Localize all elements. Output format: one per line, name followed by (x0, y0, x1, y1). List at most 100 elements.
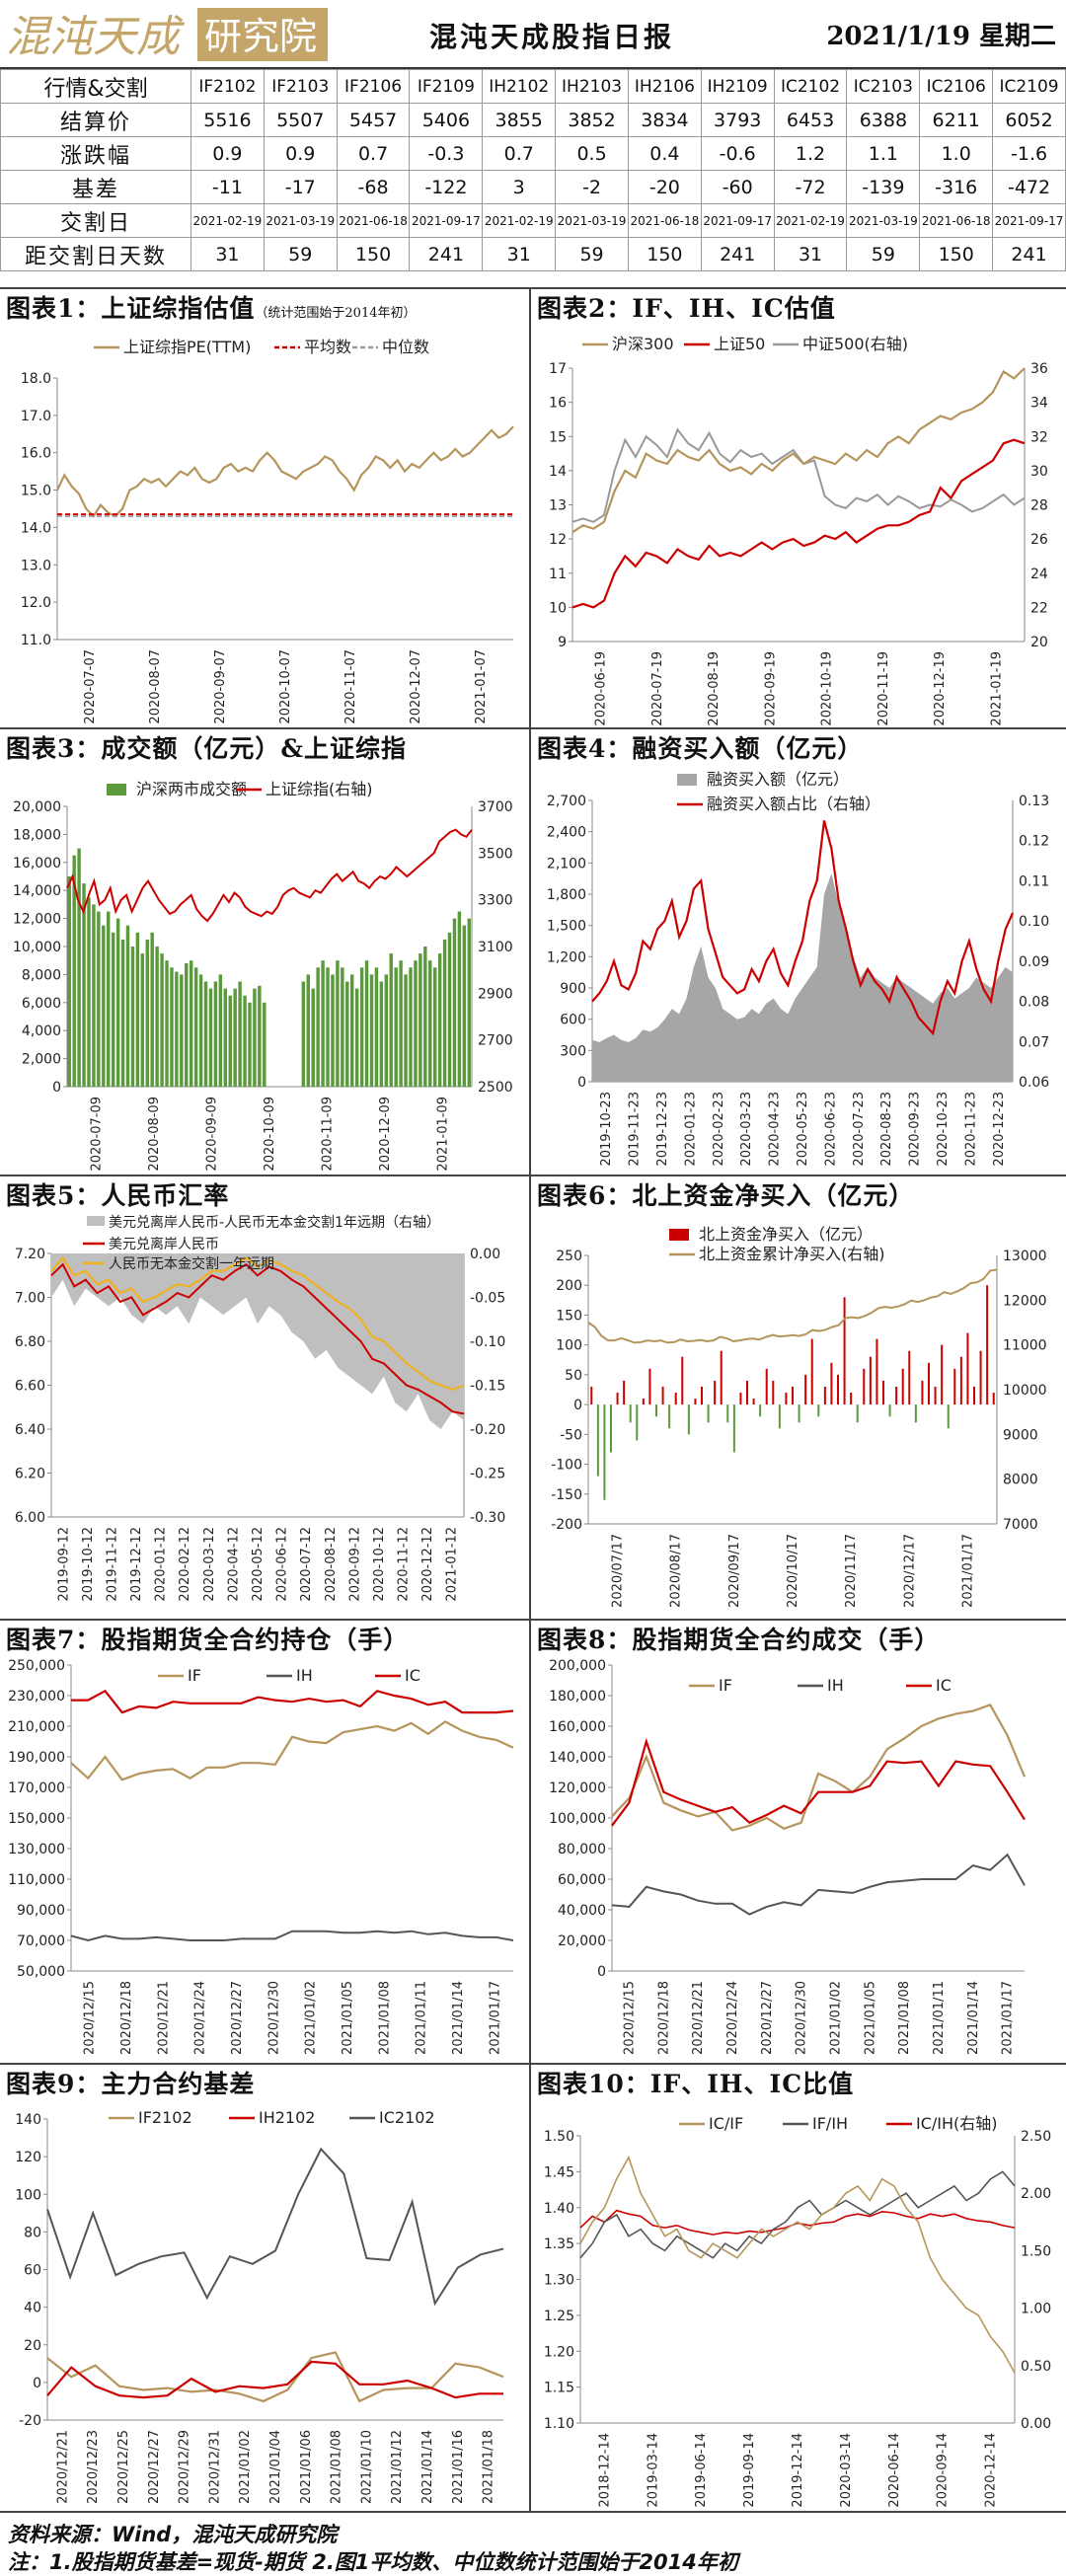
y-tick-label: 150 (556, 1308, 582, 1324)
northbound-bar (785, 1393, 788, 1405)
y-tick-label: 10,000 (13, 940, 61, 955)
x-tick-label: 2021/01/02 (238, 2430, 253, 2504)
legend-label: IC/IH(右轴) (916, 2114, 998, 2133)
table-cell: 6211 (919, 103, 994, 137)
if-line (70, 1720, 514, 1781)
y-tick-label: 160,000 (549, 1719, 606, 1735)
x-tick-label: 2021/01/17 (488, 1981, 502, 2055)
y-tick-label: 16,000 (13, 856, 61, 871)
legend-label: IF/IH (812, 2114, 848, 2133)
turnover-bar (67, 876, 71, 1087)
northbound-bar (603, 1404, 606, 1500)
x-tick-label: 2020/12/21 (691, 1981, 706, 2055)
y-tick-label: 130,000 (8, 1842, 65, 1857)
y-tick-label: 110,000 (8, 1872, 65, 1888)
x-tick-label: 2021/01/04 (268, 2430, 283, 2504)
y-tick-label: 0 (52, 1080, 61, 1096)
x-tick-label: 2020-09-12 (347, 1527, 362, 1602)
y-tick-label: 40,000 (558, 1903, 606, 1919)
x-tick-label: 2020-06-19 (594, 651, 609, 726)
turnover-bar (185, 963, 189, 1087)
y-tick-label-right: 0.06 (1019, 1075, 1049, 1091)
turnover-bar (447, 932, 452, 1087)
turnover-bar (72, 855, 76, 1087)
contract-header: IC2109 (992, 69, 1066, 104)
y-tick-label: 250,000 (8, 1658, 65, 1674)
turnover-bar (97, 911, 101, 1087)
y-tick-label-right: 28 (1030, 498, 1048, 514)
turnover-bar (409, 967, 413, 1087)
northbound-bar (636, 1404, 639, 1441)
x-tick-label: 2020-03-14 (839, 2433, 854, 2508)
turnover-bar (243, 995, 247, 1087)
table-row: 基差 -11 -17 -68 -122 3 -2 -20 -60 -72 -139 -316 -472 (0, 170, 1066, 204)
table-cell: -1.6 (992, 136, 1066, 171)
x-tick-label: 2020/12/24 (725, 1981, 740, 2055)
northbound-bar (714, 1380, 717, 1405)
x-tick-label: 2020/12/27 (230, 1981, 245, 2055)
northbound-bar (642, 1399, 645, 1405)
y-tick-label: 13.0 (21, 558, 51, 573)
y-tick-label: 230,000 (8, 1689, 65, 1705)
x-tick-label: 2021/01/08 (377, 1981, 392, 2055)
y-tick-label-right: 3500 (478, 846, 513, 862)
x-tick-label: 2020-10-12 (372, 1527, 387, 1602)
brand-logo: 混沌天成 研究院 (4, 4, 330, 65)
turnover-bar (155, 947, 159, 1087)
northbound-bar (830, 1362, 833, 1405)
x-tick-label: 2020-01-23 (683, 1092, 698, 1167)
legend-label: 中位数 (382, 338, 429, 356)
northbound-bar (661, 1386, 664, 1405)
turnover-bar (389, 953, 393, 1087)
table-cell: 2021-03-19 (846, 203, 921, 238)
x-tick-label: 2020-11-07 (343, 649, 358, 724)
northbound-bar (668, 1404, 671, 1429)
x-tick-label: 2020-12-23 (992, 1092, 1007, 1167)
y-tick-label: 1.35 (544, 2236, 574, 2252)
y-tick-label: 50,000 (17, 1964, 65, 1980)
y-tick-label: 18,000 (13, 827, 61, 843)
table-cell: 2021-09-17 (992, 203, 1066, 238)
panel-title: 图表4：融资买入额（亿元） (537, 734, 864, 763)
x-tick-label: 2020-12-09 (378, 1097, 393, 1172)
northbound-bar (966, 1332, 969, 1405)
northbound-bar (792, 1386, 794, 1405)
panel-title: 图表6：北上资金净买入（亿元） (537, 1181, 915, 1210)
legend-swatch (669, 1229, 689, 1241)
y-tick-label: 1,200 (547, 949, 586, 965)
x-tick-label: 2021/01/17 (1001, 1981, 1016, 2055)
table-row: 结算价 5516 5507 5457 5406 3855 3852 3834 3793 6453 6… (0, 103, 1066, 137)
y-tick-label: 1.10 (544, 2416, 574, 2432)
table-row: 距交割日天数 31 59 150 241 31 59 150 241 31 59 150 241 (0, 237, 1066, 271)
northbound-bar (752, 1399, 755, 1405)
x-tick-label: 2019-06-14 (694, 2433, 709, 2508)
x-tick-label: 2020-03-12 (202, 1527, 217, 1602)
if2102-line (46, 2351, 504, 2403)
northbound-bar (810, 1338, 813, 1405)
turnover-bar (130, 947, 135, 1087)
panel-title: 图表7：股指期货全合约持仓（手） (6, 1626, 410, 1654)
y-tick-label: 14,000 (13, 883, 61, 899)
y-tick-label: 170,000 (8, 1780, 65, 1796)
x-tick-label: 2021/01/08 (897, 1981, 912, 2055)
y-tick-label-right: 2700 (478, 1033, 513, 1049)
x-tick-label: 2020-11-19 (876, 651, 891, 726)
y-tick-label-right: 3700 (478, 799, 513, 815)
x-tick-label: 2019-12-12 (129, 1527, 144, 1602)
turnover-bar (165, 960, 169, 1087)
northbound-bar (674, 1393, 677, 1405)
x-tick-label: 2020-12-19 (933, 651, 948, 726)
turnover-bar (135, 932, 140, 1087)
panel-volume: 图表8：股指期货全合约成交（手） IF IH IC 0 20,000 40,000 60,0… (531, 1621, 1066, 2063)
y-tick-label: 20 (24, 2338, 41, 2354)
y-tick-label-right: 0.12 (1019, 834, 1049, 850)
y-tick-label: 1.20 (544, 2344, 574, 2360)
y-tick-label-right: 0.09 (1019, 954, 1049, 970)
x-tick-label: 2020/12/15 (83, 1981, 98, 2055)
y-tick-label: 17 (549, 361, 567, 377)
x-tick-label: 2020-07-19 (650, 651, 665, 726)
turnover-bar (150, 932, 154, 1087)
x-tick-label: 2020-08-23 (879, 1092, 894, 1167)
northbound-bar (992, 1393, 995, 1405)
y-tick-label-right: 8000 (1003, 1473, 1038, 1488)
